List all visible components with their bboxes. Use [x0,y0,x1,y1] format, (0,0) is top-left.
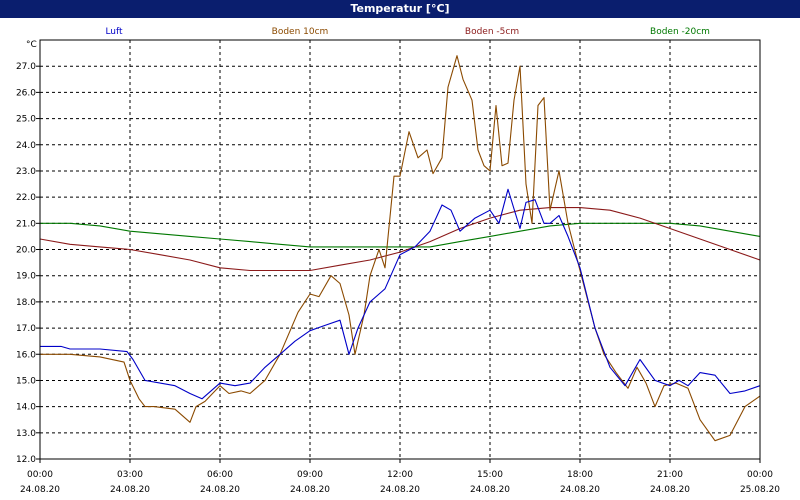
series-line-boden-20cm [40,222,761,248]
legend-boden-20cm: Boden -20cm [650,27,710,37]
chart-title: Temperatur [°C] [0,0,800,18]
series-line-boden-5cm [39,207,761,272]
legend-luft: Luft [105,27,123,37]
x-tick-date: 25.08.20 [740,485,780,495]
y-tick-label: 18.0 [16,298,36,308]
legend-boden-10cm: Boden 10cm [272,27,329,37]
x-tick-date: 24.08.20 [290,485,330,495]
y-axis-unit: °C [26,40,37,50]
x-tick-date: 24.08.20 [470,485,510,495]
x-tick-date: 24.08.20 [650,485,690,495]
y-tick-label: 16.0 [16,350,36,360]
x-tick-time: 00:00 [27,470,53,480]
y-tick-label: 25.0 [16,115,36,125]
y-axis: 12.0 13.0 14.0 15.0 16.0 17.0 18.0 19.0 20.0 21.0… [16,62,40,465]
series-group [39,55,761,442]
y-tick-label: 15.0 [16,376,36,386]
x-tick-date: 24.08.20 [200,485,240,495]
y-tick-label: 12.0 [16,455,36,465]
x-tick-date: 24.08.20 [110,485,150,495]
x-tick-time: 06:00 [207,470,233,480]
y-tick-label: 23.0 [16,167,36,177]
y-tick-label: 26.0 [16,88,36,98]
x-tick-time: 12:00 [387,470,413,480]
y-tick-label: 21.0 [16,219,36,229]
x-tick-time: 09:00 [297,470,323,480]
series-line-boden-10cm [40,55,761,442]
y-tick-label: 14.0 [16,403,36,413]
y-tick-label: 27.0 [16,62,36,72]
y-tick-label: 19.0 [16,272,36,282]
legend: Luft Boden 10cm Boden -5cm Boden -20cm [105,27,710,37]
x-tick-date: 24.08.20 [380,485,420,495]
y-tick-label: 13.0 [16,429,36,439]
x-tick-time: 21:00 [657,470,683,480]
series-line-luft [40,188,761,400]
x-tick-date: 24.08.20 [560,485,600,495]
x-tick-time: 15:00 [477,470,503,480]
y-tick-label: 20.0 [16,246,36,256]
y-tick-label: 24.0 [16,141,36,151]
temperature-chart: Luft Boden 10cm Boden -5cm Boden -20cm °C 1… [16,27,780,495]
x-axis: 00:00 24.08.20 03:00 24.08.20 06:00 24.08.20 0… [20,459,780,495]
x-tick-time: 18:00 [567,470,593,480]
y-tick-label: 17.0 [16,324,36,334]
x-tick-date: 24.08.20 [20,485,60,495]
y-tick-label: 22.0 [16,193,36,203]
grid [39,40,761,460]
x-tick-time: 00:00 [747,470,773,480]
x-tick-time: 03:00 [117,470,143,480]
legend-boden-5cm: Boden -5cm [465,27,519,37]
